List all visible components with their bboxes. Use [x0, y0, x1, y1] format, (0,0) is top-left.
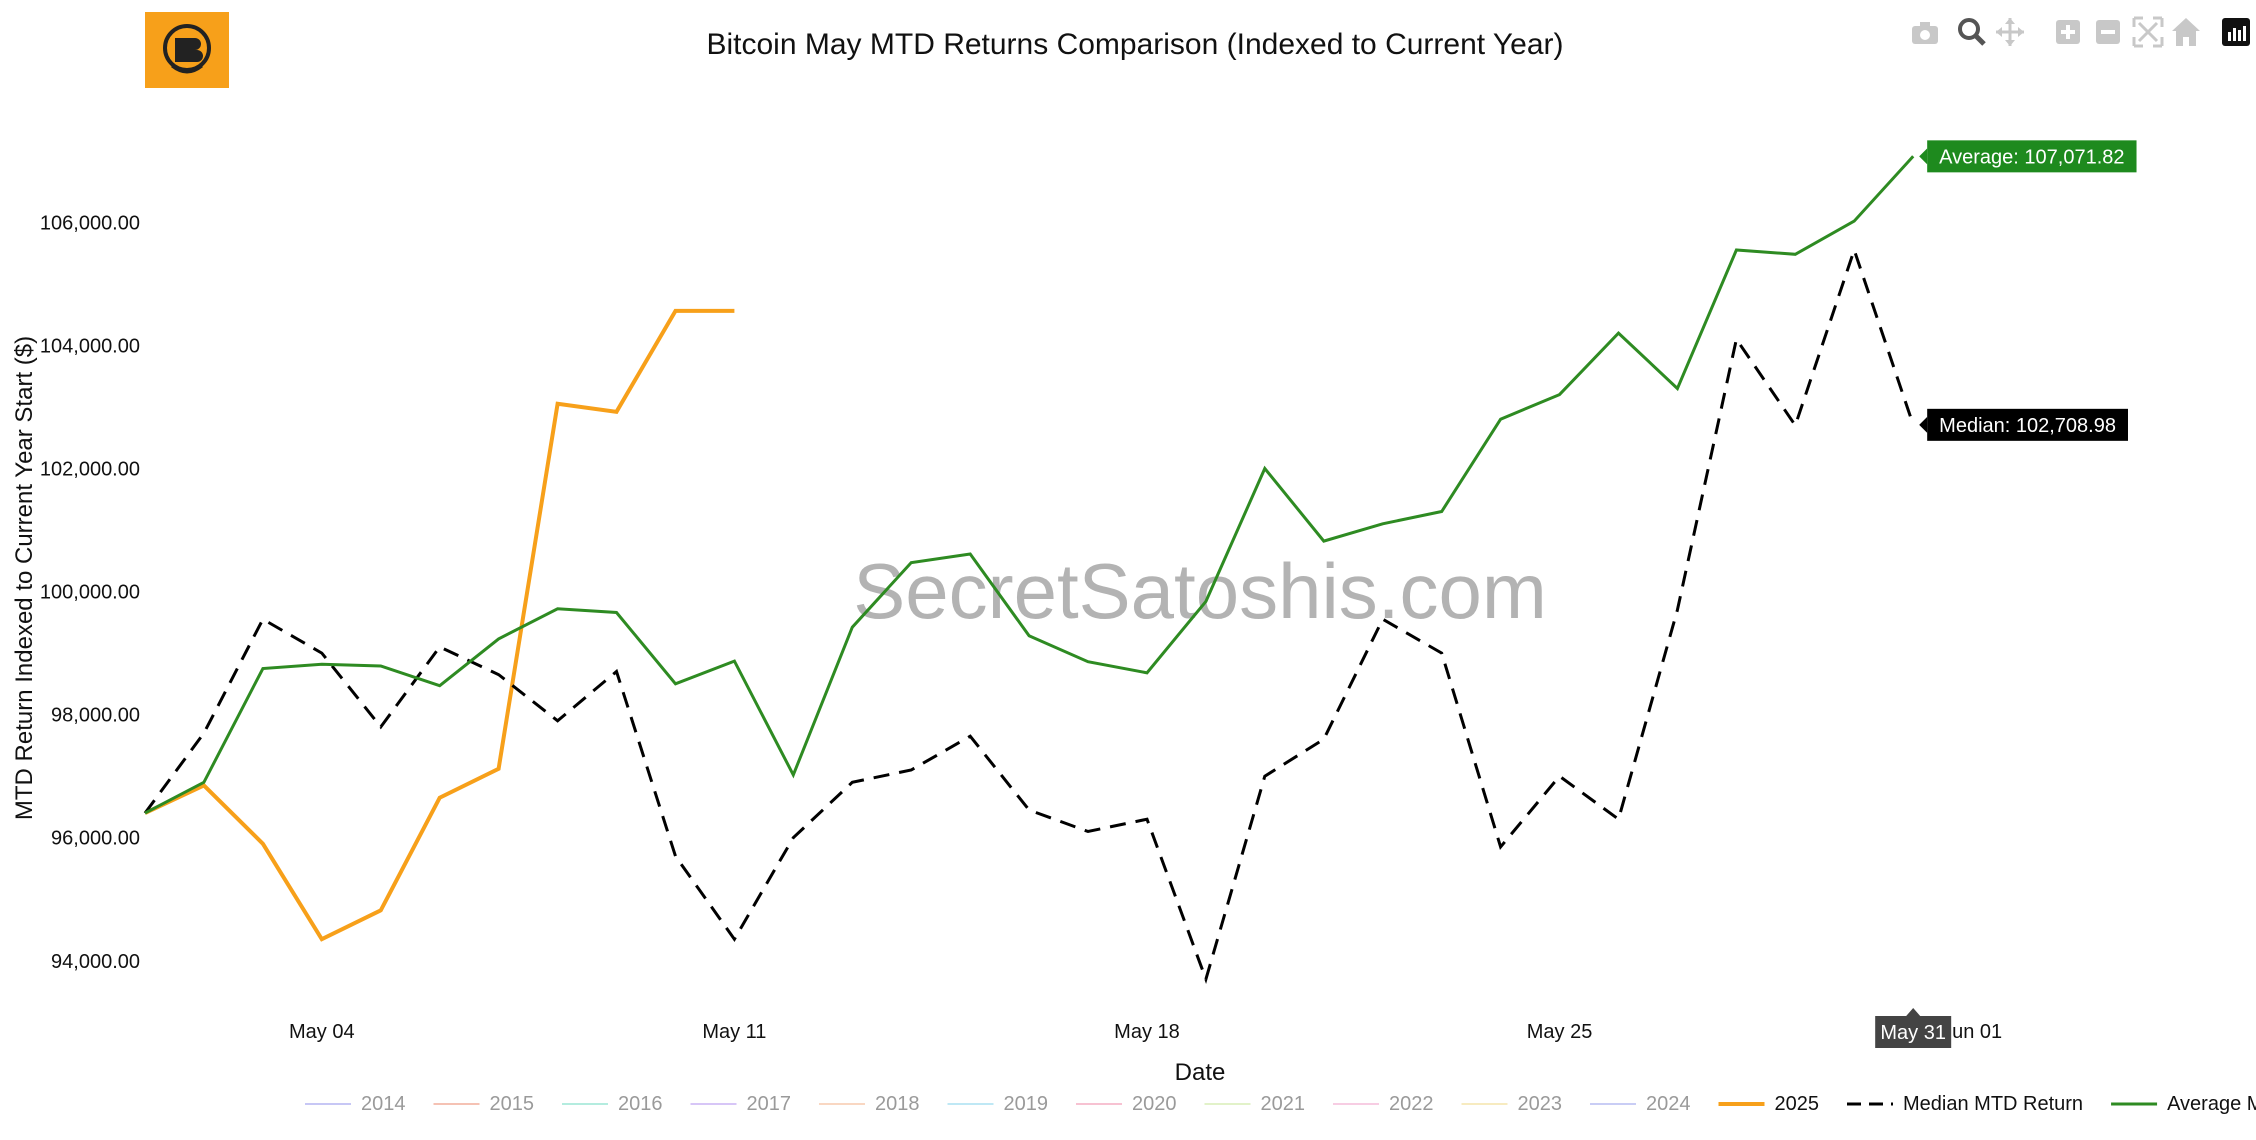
x-tick-label: May 04: [289, 1021, 355, 1043]
plotly-logo-icon[interactable]: [2222, 18, 2250, 46]
x-tick-label: Jun 01: [1942, 1021, 2002, 1043]
zoom-in-icon[interactable]: [2056, 20, 2080, 44]
legend-item[interactable]: 2024: [1590, 1093, 1691, 1115]
bitcoin-logo-icon: [145, 12, 229, 88]
autoscale-icon[interactable]: [2132, 16, 2164, 48]
x-tick-label: May 18: [1114, 1021, 1180, 1043]
legend: 2014 2015 2016 2017 2018 2019 2020 2021 2022 2023…: [305, 1093, 2256, 1115]
y-axis: 94,000.00 96,000.00 98,000.00 100,000.00 102…: [40, 212, 140, 972]
x-axis-title: Date: [1175, 1059, 1226, 1086]
annotation-text: Median: 102,708.98: [1939, 415, 2116, 437]
legend-label: Median MTD Return: [1903, 1093, 2083, 1115]
legend-label: 2025: [1775, 1093, 1820, 1115]
annotation-average: Average: 107,071.82: [1919, 140, 2137, 173]
legend-label: Average MTD Return: [2167, 1093, 2256, 1115]
camera-icon[interactable]: [1912, 22, 1938, 44]
legend-item[interactable]: 2020: [1076, 1093, 1177, 1115]
legend-item[interactable]: 2017: [690, 1093, 792, 1115]
plot-area[interactable]: [143, 155, 1915, 985]
modebar: [1912, 16, 2250, 48]
watermark: SecretSatoshis.com: [853, 547, 1547, 635]
annotations: Average: 107,071.82 Median: 102,708.98: [1919, 140, 2137, 441]
hover-label: May 31: [1875, 1008, 1952, 1048]
zoom-out-icon[interactable]: [2096, 20, 2120, 44]
hover-label-text: May 31: [1880, 1022, 1946, 1044]
x-tick-label: May 11: [702, 1021, 766, 1043]
x-tick-label: May 25: [1527, 1021, 1593, 1043]
legend-label: 2020: [1132, 1093, 1177, 1115]
legend-item[interactable]: 2014: [305, 1093, 406, 1115]
legend-item[interactable]: 2022: [1333, 1093, 1434, 1115]
y-tick-label: 98,000.00: [51, 705, 140, 727]
series-line-2025[interactable]: [144, 308, 735, 942]
legend-label: 2018: [875, 1093, 920, 1115]
legend-label: 2023: [1518, 1093, 1563, 1115]
legend-item[interactable]: 2016: [562, 1093, 663, 1115]
legend-label: 2022: [1389, 1093, 1434, 1115]
legend-item[interactable]: 2018: [819, 1093, 920, 1115]
y-axis-title: MTD Return Indexed to Current Year Start…: [11, 336, 38, 820]
legend-item[interactable]: Average MTD Return: [2111, 1093, 2256, 1115]
legend-label: 2015: [490, 1093, 535, 1115]
y-tick-label: 96,000.00: [51, 828, 140, 850]
legend-item[interactable]: Median MTD Return: [1847, 1093, 2083, 1115]
series-line-average-mtd-return[interactable]: [144, 155, 1915, 815]
annotation-text: Average: 107,071.82: [1939, 146, 2124, 168]
legend-item[interactable]: 2015: [433, 1093, 535, 1115]
annotation-median: Median: 102,708.98: [1919, 408, 2128, 441]
home-icon[interactable]: [2172, 18, 2200, 46]
legend-label: 2024: [1646, 1093, 1691, 1115]
legend-label: 2014: [361, 1093, 406, 1115]
legend-label: 2016: [618, 1093, 663, 1115]
legend-item[interactable]: 2021: [1204, 1093, 1306, 1115]
pan-icon[interactable]: [1996, 18, 2024, 46]
y-tick-label: 100,000.00: [40, 582, 140, 604]
legend-label: 2019: [1004, 1093, 1049, 1115]
legend-item[interactable]: 2023: [1461, 1093, 1563, 1115]
chart-title: Bitcoin May MTD Returns Comparison (Inde…: [706, 28, 1563, 61]
y-tick-label: 94,000.00: [51, 951, 140, 973]
legend-item[interactable]: 2025: [1718, 1093, 1820, 1115]
y-tick-label: 102,000.00: [40, 458, 140, 480]
legend-label: 2021: [1261, 1093, 1306, 1115]
x-axis: May 04 May 11 May 18 May 25 Jun 01: [289, 1021, 2002, 1043]
zoom-icon[interactable]: [1958, 18, 1986, 46]
y-tick-label: 104,000.00: [40, 335, 140, 357]
y-tick-label: 106,000.00: [40, 212, 140, 234]
legend-item[interactable]: 2019: [947, 1093, 1049, 1115]
legend-label: 2017: [747, 1093, 792, 1115]
